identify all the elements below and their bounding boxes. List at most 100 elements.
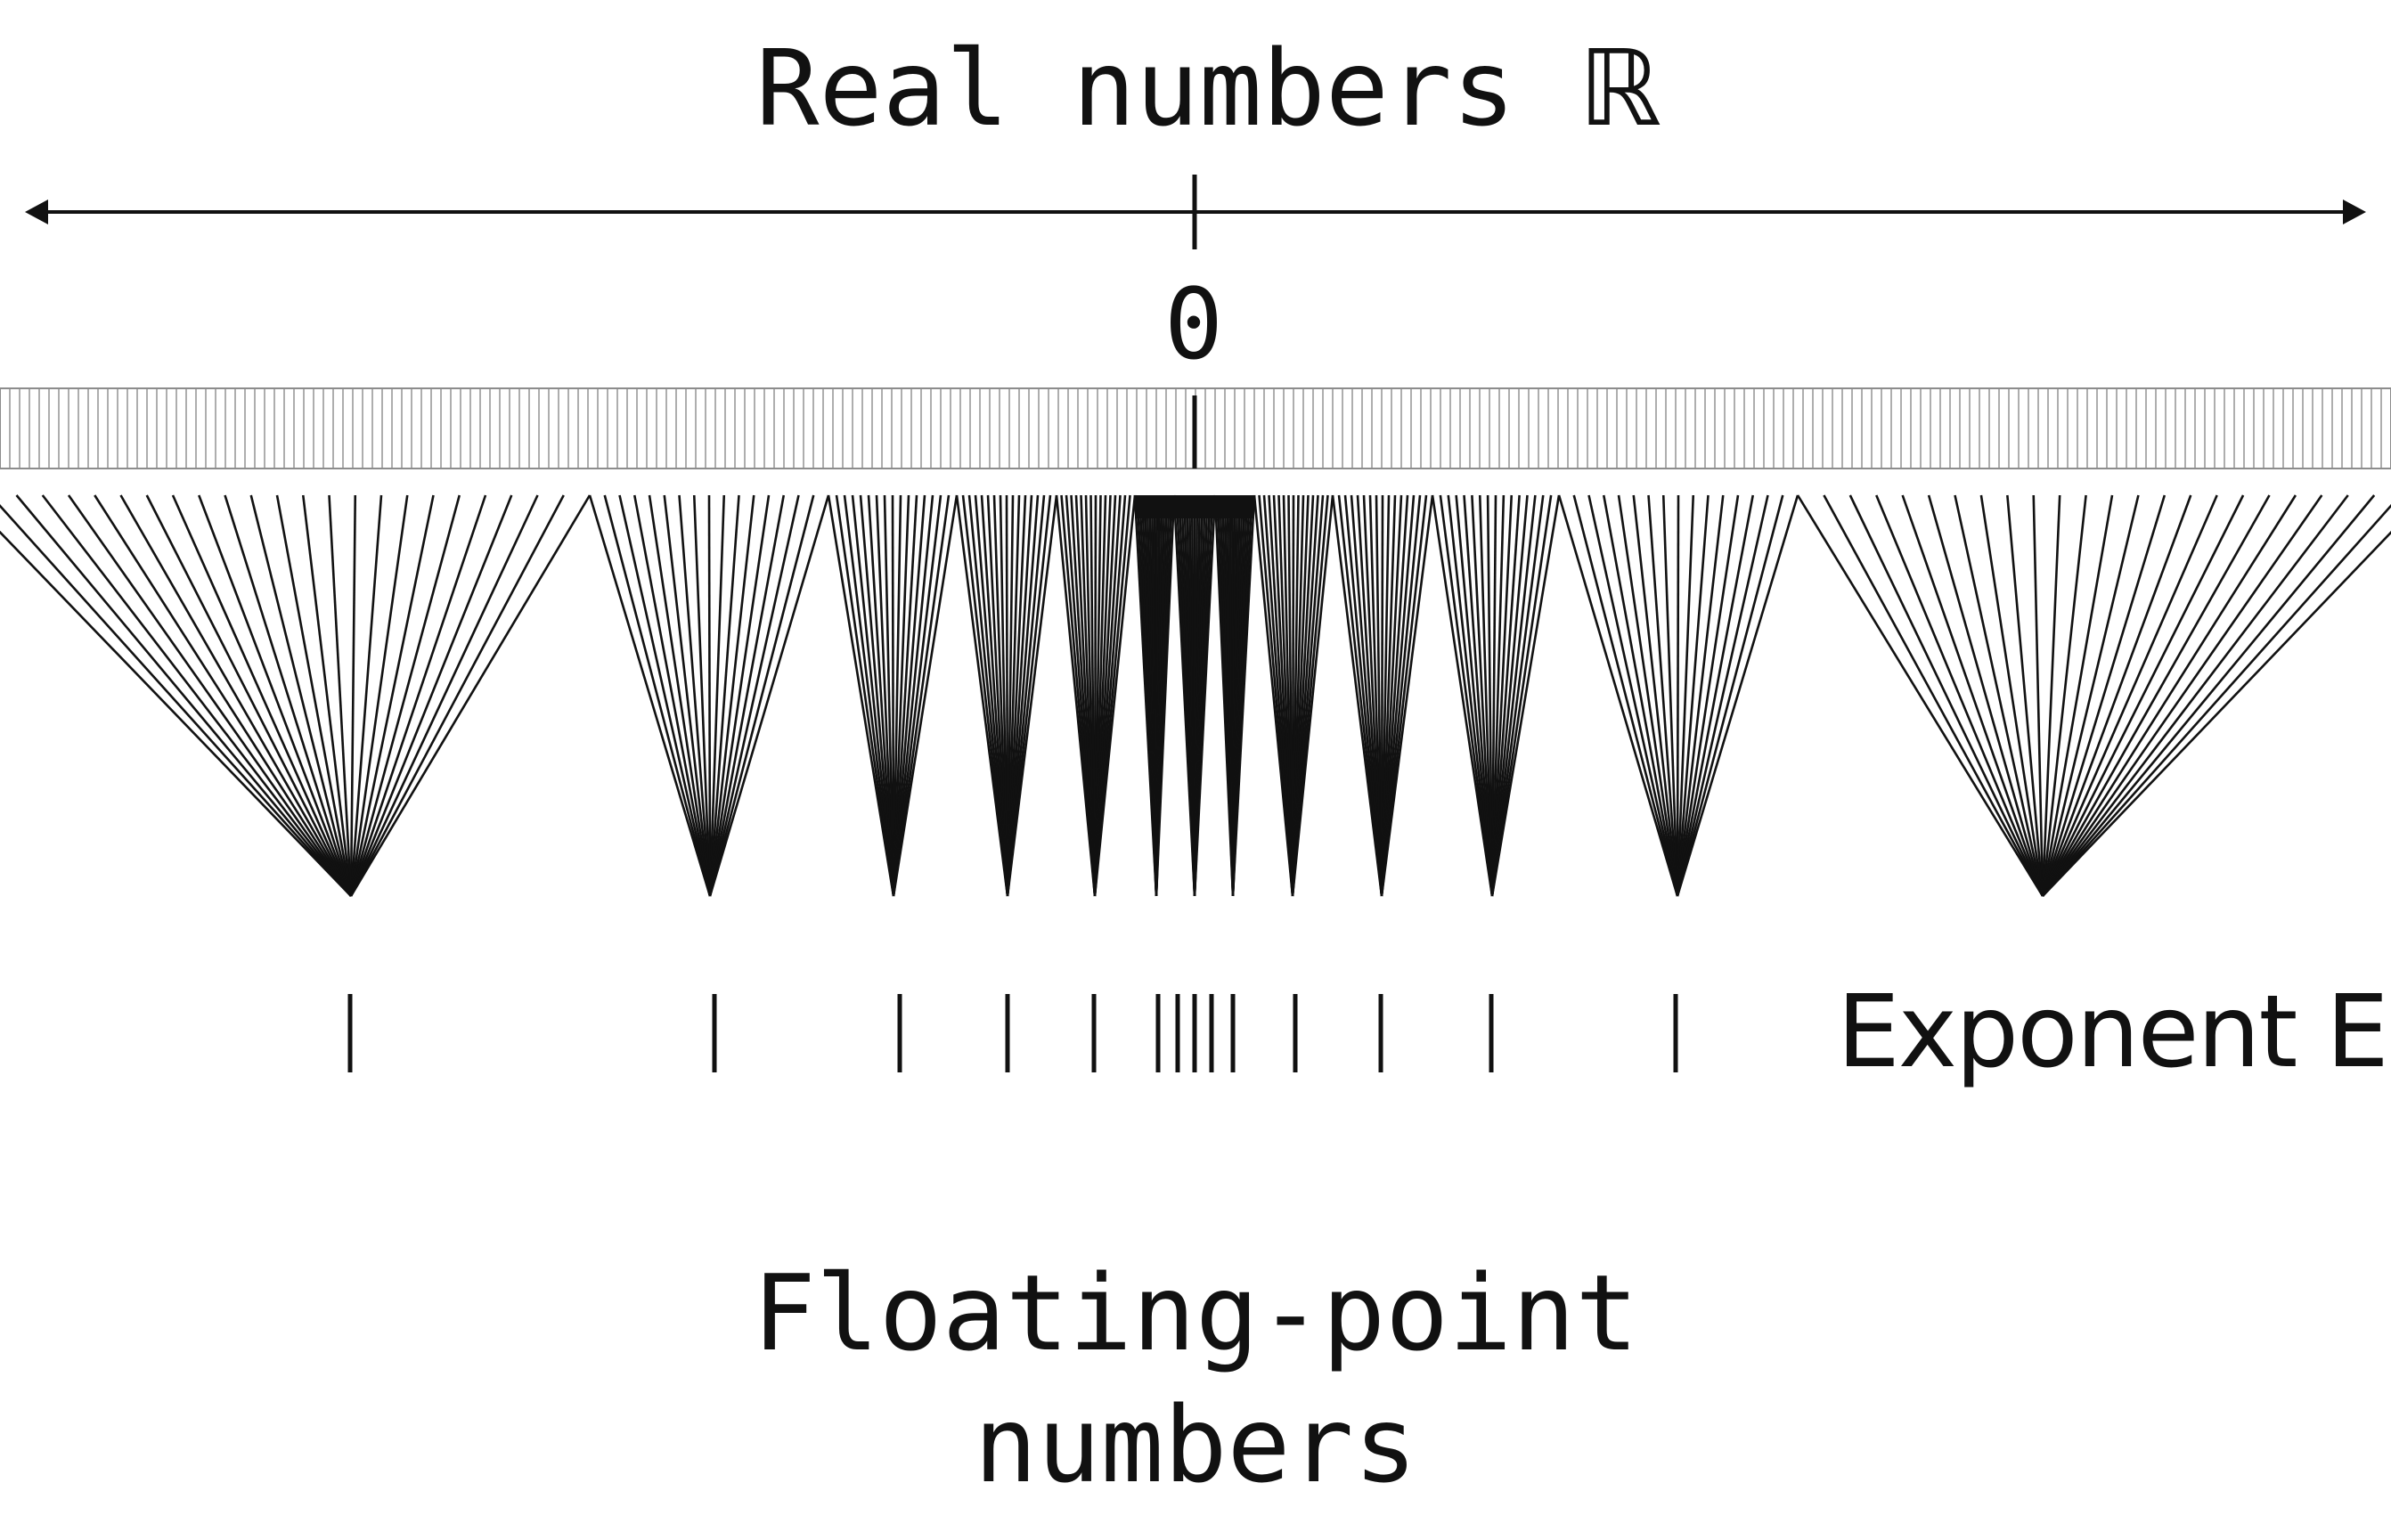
fan-line — [1796, 494, 2044, 897]
fan-line — [708, 494, 740, 897]
fan-line — [1647, 494, 1679, 897]
fan-line — [708, 494, 726, 897]
caption-line-1: Floating-point — [752, 1251, 1639, 1374]
fan-line — [1954, 494, 2044, 897]
fan-line — [249, 494, 353, 897]
mapping-fan — [1055, 494, 1137, 897]
fan-line — [1602, 494, 1679, 897]
fan-line — [867, 494, 895, 897]
fan-line — [1447, 494, 1494, 897]
fan-line — [349, 494, 487, 897]
title-text: Real numbers — [755, 27, 1515, 150]
fan-line — [663, 494, 712, 897]
fan-line — [2041, 494, 2218, 897]
mapping-fan — [588, 494, 830, 897]
fan-line — [1478, 494, 1494, 897]
fan-line — [2041, 494, 2245, 897]
mapping-fan — [0, 494, 592, 897]
fan-line — [835, 494, 895, 897]
fan-line — [632, 494, 712, 897]
mapping-fans — [0, 494, 2391, 897]
fan-line — [2042, 503, 2391, 897]
fan-line — [1875, 494, 2044, 897]
fan-line — [892, 494, 918, 897]
fan-line — [1676, 494, 1769, 897]
fan-line — [1291, 494, 1334, 897]
fan-line — [1676, 494, 1680, 897]
fan-line — [1155, 494, 1176, 897]
fan-line — [891, 494, 895, 897]
zero-label: 0 — [1163, 267, 1224, 381]
fan-line — [1490, 494, 1545, 897]
fan-line — [692, 494, 712, 897]
fan-line — [2041, 494, 2376, 897]
fan-line — [892, 494, 910, 897]
caption-line-2: numbers — [974, 1383, 1417, 1506]
fan-line — [67, 494, 353, 897]
fan-line — [648, 494, 712, 897]
fan-line — [1490, 494, 1553, 897]
exponent-label: Exponent E — [1837, 974, 2389, 1090]
fan-line — [171, 494, 353, 897]
fan-line — [1587, 494, 1679, 897]
fan-line — [892, 494, 902, 897]
fan-line — [349, 494, 513, 897]
fan-line — [0, 504, 352, 897]
fan-line — [349, 494, 435, 897]
fan-line — [708, 494, 755, 897]
fan-line — [1490, 494, 1521, 897]
real-set-symbol: ℝ — [1579, 27, 1662, 150]
mapping-fan — [1253, 494, 1334, 897]
fan-line — [1617, 494, 1679, 897]
fan-line — [1676, 494, 1710, 897]
fan-line — [1848, 494, 2044, 897]
mapping-fan — [955, 494, 1058, 897]
fan-line — [1676, 494, 1755, 897]
fan-line — [883, 494, 895, 897]
fan-line — [892, 494, 934, 897]
fan-line — [1431, 494, 1494, 897]
fan-dense-core — [1135, 495, 1254, 518]
fan-line — [94, 494, 353, 897]
fan-line — [603, 494, 712, 897]
fan-line — [1676, 494, 1784, 897]
fan-line — [708, 494, 786, 897]
fan-line — [1676, 494, 1799, 897]
fan-line — [349, 494, 383, 897]
fan-line — [843, 494, 895, 897]
mapping-fan — [1331, 494, 1434, 897]
fan-line — [2041, 494, 2192, 897]
fan-line — [275, 494, 353, 897]
fan-line — [1823, 494, 2044, 897]
fan-line — [708, 494, 815, 897]
fan-line — [827, 494, 895, 897]
fan-line — [892, 494, 959, 897]
fan-line — [2041, 494, 2297, 897]
mapping-fan — [1133, 494, 1176, 897]
fan-line — [1439, 494, 1494, 897]
fan-line — [145, 494, 353, 897]
fan-line — [1231, 494, 1256, 897]
fan-line — [588, 494, 712, 897]
fan-line — [707, 494, 712, 897]
fan-line — [1676, 494, 1695, 897]
fan-line — [1901, 494, 2044, 897]
fan-line — [1572, 494, 1679, 897]
fan-line — [1486, 494, 1494, 897]
fan-line — [892, 494, 951, 897]
fan-line — [2032, 494, 2044, 897]
fan-line — [1490, 494, 1514, 897]
fan-line — [15, 494, 352, 897]
fan-line — [2041, 494, 2271, 897]
fan-line — [1490, 494, 1561, 897]
real-number-line — [25, 175, 2366, 249]
mapping-fan — [1431, 494, 1561, 897]
dense-real-strip — [0, 387, 2391, 469]
mapping-fan — [1213, 494, 1256, 897]
real-numbers-title: Real numbers ℝ — [0, 27, 2391, 150]
fan-line — [1006, 494, 1058, 897]
fan-line — [1490, 494, 1537, 897]
fan-line — [1193, 494, 1217, 897]
fan-line — [678, 494, 712, 897]
